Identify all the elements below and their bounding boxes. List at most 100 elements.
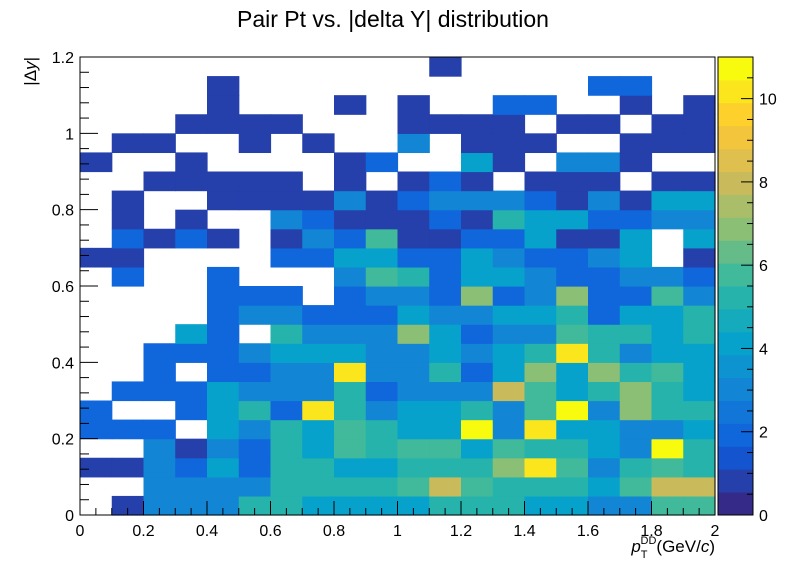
heatmap-cell — [619, 400, 653, 421]
heatmap-cell — [207, 305, 240, 325]
heatmap-cell — [556, 228, 589, 249]
heatmap-cell — [397, 476, 430, 497]
heatmap-cell — [429, 114, 462, 134]
heatmap-cell — [651, 209, 684, 230]
palette-level — [718, 194, 753, 218]
heatmap-cell — [365, 476, 399, 497]
heatmap-cell — [556, 247, 589, 268]
heatmap-cell — [588, 247, 621, 268]
heatmap-cell — [556, 152, 589, 173]
heatmap-cell — [207, 76, 240, 96]
heatmap-cell — [683, 381, 716, 402]
palette-level — [718, 492, 753, 516]
x-tick-label: 1.8 — [640, 523, 662, 540]
heatmap-cell — [683, 190, 716, 211]
heatmap-cell — [651, 190, 684, 211]
heatmap-cell — [524, 95, 557, 115]
heatmap-cell — [270, 247, 303, 268]
heatmap-cell — [651, 381, 684, 402]
heatmap-cell — [619, 343, 653, 363]
heatmap-cell — [492, 228, 526, 249]
heatmap-cell — [397, 171, 430, 192]
heatmap-cell — [207, 457, 240, 478]
heatmap-cell — [397, 381, 430, 402]
heatmap-cell — [588, 324, 621, 344]
heatmap-cell — [175, 324, 208, 344]
heatmap-cell — [619, 381, 653, 402]
z-tick-label: 6 — [759, 258, 768, 275]
heatmap-cell — [334, 419, 367, 440]
heatmap-cell — [429, 266, 462, 287]
heatmap-cell — [492, 419, 526, 440]
heatmap-cell — [492, 114, 526, 134]
heatmap-cell — [302, 381, 335, 402]
heatmap-cell — [111, 209, 145, 230]
heatmap-cell — [588, 190, 621, 211]
heatmap-cell — [365, 343, 399, 363]
heatmap-cell — [651, 266, 684, 287]
heatmap-cell — [397, 133, 430, 154]
heatmap-cell — [556, 457, 589, 478]
heatmap-cell — [334, 209, 367, 230]
heatmap-cell — [524, 476, 557, 497]
heatmap-cell — [334, 324, 367, 344]
heatmap-cell — [270, 476, 303, 497]
heatmap-cell — [429, 438, 462, 459]
heatmap-cell — [524, 343, 557, 363]
z-tick-label: 2 — [759, 425, 768, 442]
heatmap-cell — [334, 266, 367, 287]
heatmap-cell — [270, 457, 303, 478]
heatmap-cell — [334, 286, 367, 306]
heatmap-cell — [683, 400, 716, 421]
x-tick-label: 1.4 — [513, 523, 535, 540]
x-tick-label: 0.4 — [196, 523, 218, 540]
heatmap-cell — [461, 209, 494, 230]
heatmap-cell — [619, 133, 653, 154]
x-tick-label: 0.8 — [323, 523, 345, 540]
palette-level — [718, 57, 753, 81]
heatmap-cell — [207, 171, 240, 192]
heatmap-cell — [619, 266, 653, 287]
heatmap-cell — [429, 228, 462, 249]
heatmap-cell — [683, 495, 716, 516]
heatmap-cell — [238, 457, 272, 478]
palette-level — [718, 469, 753, 493]
heatmap-cell — [524, 228, 557, 249]
heatmap-cell — [461, 190, 494, 211]
heatmap-cell — [619, 228, 653, 249]
heatmap-cell — [492, 190, 526, 211]
heatmap-cell — [111, 419, 145, 440]
heatmap-cell — [238, 190, 272, 211]
heatmap-cell — [143, 438, 176, 459]
heatmap-cell — [397, 305, 430, 325]
heatmap-cell — [365, 190, 399, 211]
heatmap-cell — [588, 438, 621, 459]
heatmap-cell — [365, 457, 399, 478]
heatmap-cell — [143, 457, 176, 478]
heatmap-cell — [207, 362, 240, 383]
x-tick-label: 1 — [393, 523, 402, 540]
heatmap-cell — [492, 362, 526, 383]
heatmap-cell — [492, 305, 526, 325]
heatmap-cell — [588, 343, 621, 363]
heatmap-cell — [492, 495, 526, 516]
heatmap-cell — [492, 476, 526, 497]
heatmap-cell — [365, 152, 399, 173]
heatmap-cell — [588, 228, 621, 249]
heatmap-cell — [270, 324, 303, 344]
heatmap-cell — [365, 381, 399, 402]
heatmap-cell — [207, 286, 240, 306]
heatmap-cell — [492, 400, 526, 421]
heatmap-cell — [334, 381, 367, 402]
heatmap-cell — [651, 400, 684, 421]
heatmap-cell — [334, 400, 367, 421]
x-axis-title: pTDD(GeV/c) — [630, 535, 715, 561]
heatmap-cell — [238, 419, 272, 440]
heatmap-cell — [492, 324, 526, 344]
heatmap-cell — [619, 305, 653, 325]
heatmap-cell — [683, 305, 716, 325]
heatmap-cell — [302, 190, 335, 211]
heatmap-cell — [238, 476, 272, 497]
heatmap-cell — [334, 457, 367, 478]
heatmap-cell — [651, 305, 684, 325]
